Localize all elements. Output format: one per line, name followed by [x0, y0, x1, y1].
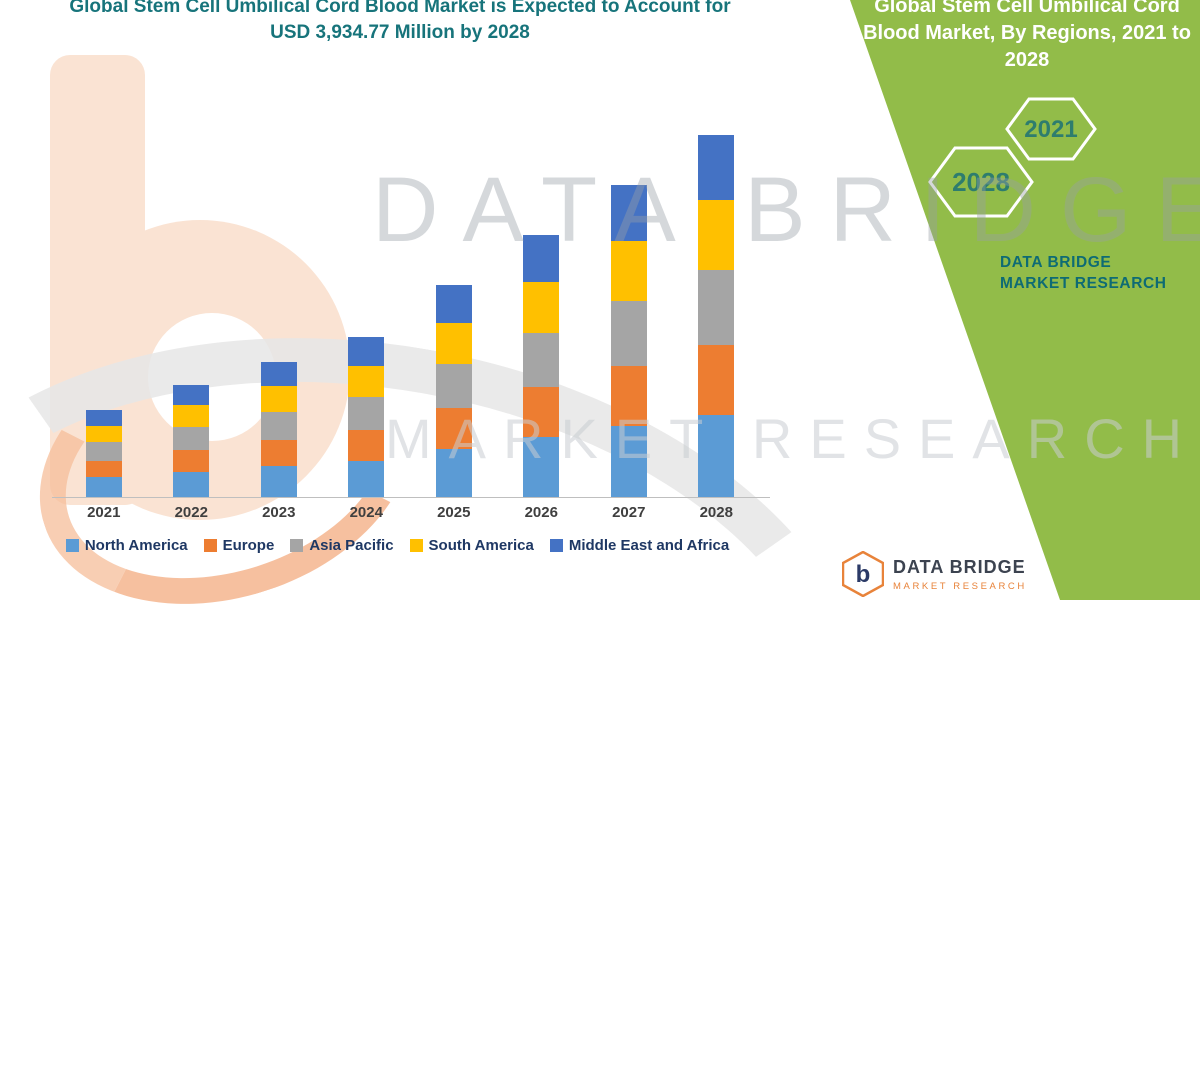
bar-segment-2026 [523, 282, 560, 333]
bar-segment-2022 [173, 426, 210, 450]
bar-segment-2022 [173, 405, 210, 427]
legend-item: South America [409, 537, 534, 554]
legend-item: Middle East and Africa [549, 537, 730, 554]
bar-segment-2025 [435, 407, 472, 449]
bar-segment-2024 [348, 460, 385, 497]
logo-glyph: b [856, 561, 871, 588]
legend-label: South America [428, 537, 534, 554]
side-panel-background [850, 0, 1200, 600]
legend-item: North America [65, 537, 188, 554]
bar-segment-2021 [85, 425, 122, 443]
bar-segment-2023 [260, 440, 297, 467]
legend: North America Europe Asia Pacific South Ame… [25, 537, 770, 554]
bar-2025 [435, 284, 472, 497]
legend-swatch [203, 539, 217, 552]
bar-segment-2025 [435, 284, 472, 324]
bar-segment-2022 [173, 385, 210, 406]
bar-2023 [260, 361, 297, 497]
bar-segment-2027 [610, 426, 647, 497]
hexagon-badge-2028: 2028 [928, 146, 1034, 218]
bar-2027 [610, 184, 647, 497]
bar-segment-2027 [610, 241, 647, 302]
bar-segment-2028 [698, 269, 735, 345]
hexagon-outline [928, 146, 1034, 218]
hexagon-badge-2021: 2021 [1005, 97, 1097, 161]
side-panel-brand-text: DATA BRIDGE MARKET RESEARCH [1000, 254, 1167, 292]
bar-segment-2022 [173, 471, 210, 497]
bar-2022 [173, 385, 210, 497]
bar-segment-2025 [435, 364, 472, 408]
footer-logo-name: DATA BRIDGE [893, 557, 1026, 577]
x-axis-label-2022: 2022 [174, 504, 208, 521]
logo-bowl-hole [148, 313, 276, 441]
bar-segment-2024 [348, 365, 385, 397]
hexagon-outline [1005, 97, 1097, 161]
bar-segment-2028 [698, 199, 735, 270]
x-axis-label-2026: 2026 [524, 504, 558, 521]
footer-logo: b DATA BRIDGE MARKET RESEARCH [842, 551, 1027, 597]
bar-segment-2025 [435, 323, 472, 365]
hexagon-year-top: 2021 [1024, 116, 1077, 143]
legend-swatch [549, 539, 563, 552]
legend-swatch [65, 539, 79, 552]
bar-segment-2023 [260, 412, 297, 441]
bar-segment-2024 [348, 336, 385, 366]
x-axis-label-2024: 2024 [349, 504, 383, 521]
x-axis-line [52, 497, 770, 498]
bars-row [60, 129, 760, 497]
bar-segment-2021 [85, 410, 122, 426]
bar-segment-2021 [85, 460, 122, 478]
legend-label: Europe [222, 537, 275, 554]
side-panel-title: Global Stem Cell Umbilical Cord Blood Ma… [863, 0, 1191, 71]
bar-segment-2024 [348, 396, 385, 430]
bar-segment-2028 [698, 135, 735, 200]
legend-label: Asia Pacific [309, 537, 394, 554]
x-axis-labels: 2021 2022 2023 2024 2025 2026 2027 2028 [60, 504, 760, 521]
bar-segment-2027 [610, 184, 647, 242]
legend-item: Europe [203, 537, 275, 554]
bar-segment-2027 [610, 301, 647, 366]
bar-segment-2028 [698, 414, 735, 497]
bar-segment-2026 [523, 437, 560, 497]
data-bridge-logo-icon: b [842, 551, 884, 597]
bar-2024 [348, 336, 385, 497]
bar-segment-2026 [523, 332, 560, 387]
x-axis-label-2021: 2021 [87, 504, 121, 521]
bar-2021 [85, 410, 122, 497]
legend-label: North America [84, 537, 188, 554]
legend-swatch [409, 539, 423, 552]
bar-segment-2022 [173, 449, 210, 472]
logo-hexagon [842, 551, 884, 597]
footer-logo-text: DATA BRIDGE MARKET RESEARCH [893, 551, 1027, 592]
bar-segment-2026 [523, 234, 560, 283]
bar-2026 [523, 234, 560, 497]
chart-headline: Global Stem Cell Umbilical Cord Blood Ma… [69, 0, 731, 43]
x-axis-label-2023: 2023 [262, 504, 296, 521]
legend-item: Asia Pacific [290, 537, 394, 554]
bar-segment-2023 [260, 386, 297, 413]
bar-segment-2027 [610, 365, 647, 427]
bar-segment-2028 [698, 344, 735, 415]
bar-segment-2024 [348, 429, 385, 461]
x-axis-label-2025: 2025 [437, 504, 471, 521]
bar-segment-2023 [260, 466, 297, 497]
bar-segment-2025 [435, 448, 472, 497]
hexagon-year-bottom: 2028 [952, 167, 1010, 197]
x-axis-label-2028: 2028 [699, 504, 733, 521]
footer-logo-sub: MARKET RESEARCH [893, 581, 1027, 592]
bar-segment-2023 [260, 361, 297, 387]
legend-swatch [290, 539, 304, 552]
bar-2028 [698, 135, 735, 497]
x-axis-label-2027: 2027 [612, 504, 646, 521]
bar-segment-2026 [523, 386, 560, 438]
bar-segment-2021 [85, 442, 122, 461]
bar-segment-2021 [85, 477, 122, 497]
legend-label: Middle East and Africa [568, 537, 730, 554]
